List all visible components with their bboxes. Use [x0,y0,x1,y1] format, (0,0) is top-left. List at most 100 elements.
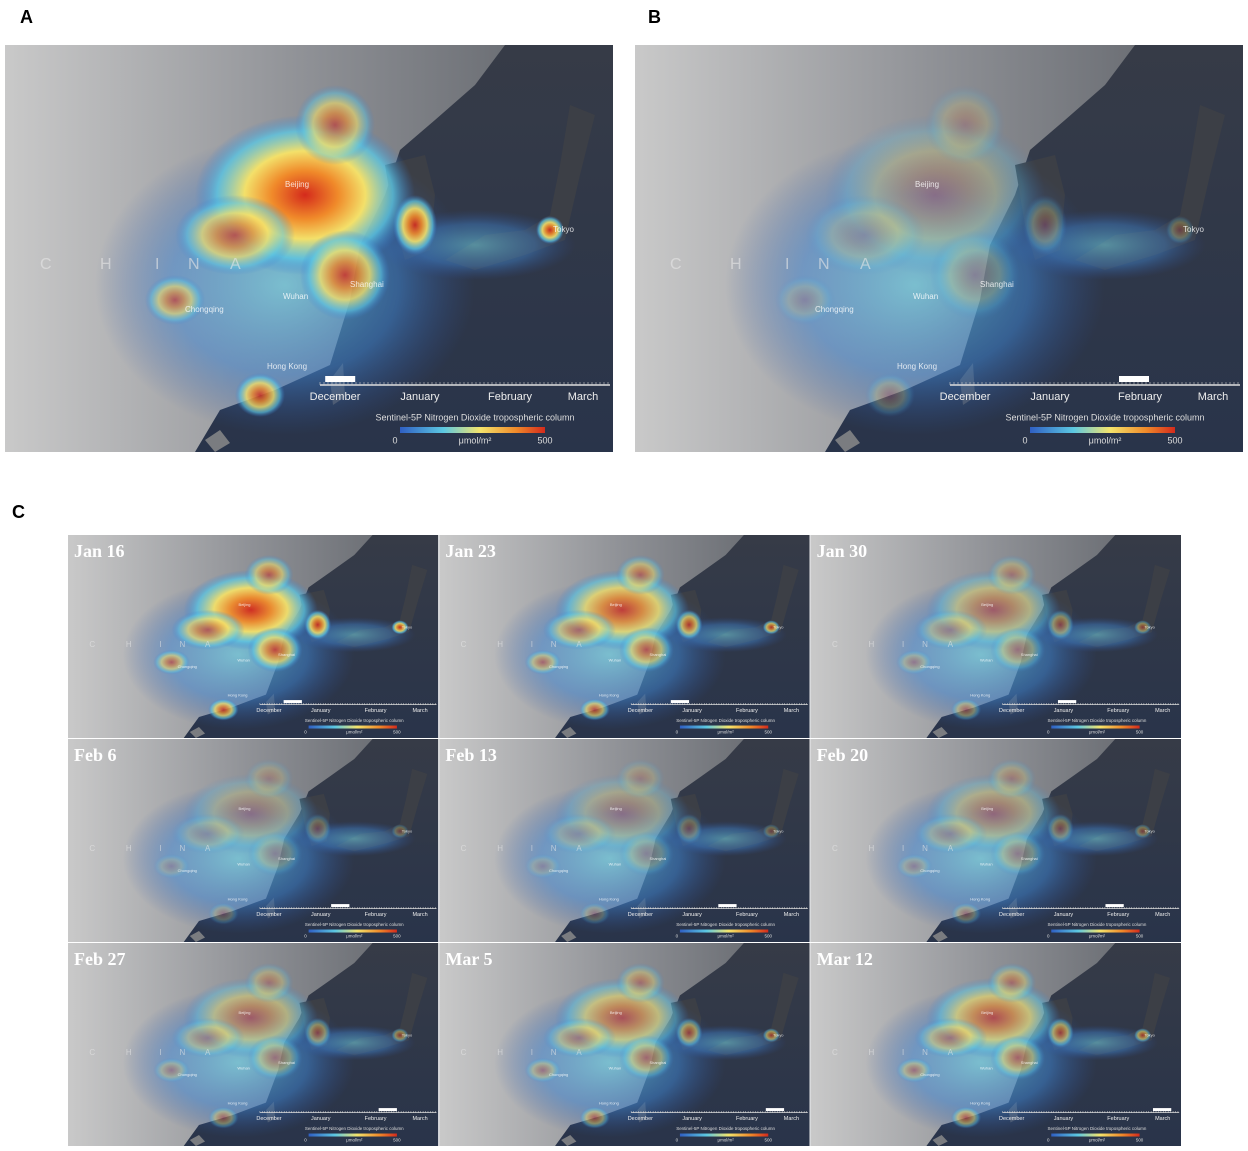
city-label: Beijing [981,806,993,811]
city-label: Tokyo [402,624,413,629]
date-label: Mar 5 [445,949,492,969]
legend-unit: μmol/m² [346,1138,363,1143]
no2-hotspot [675,1017,703,1048]
time-slider [718,904,737,908]
hainan [189,931,206,942]
no2-hotspot [914,1017,988,1058]
city-label: Chongqing [549,664,568,669]
timeline-label: February [736,912,758,918]
date-label: Jan 16 [74,541,125,561]
country-letter: I [902,844,904,853]
timeline-label: December [999,912,1024,918]
city-label: Beijing [610,1010,622,1015]
city-label: Beijing [239,602,251,607]
hainan [561,931,577,942]
no2-hotspot [615,554,665,595]
panel-label: B [648,7,661,27]
no2-hotspot [208,1106,239,1129]
no2-hotspot [762,620,780,635]
city-label: Hong Kong [970,1101,990,1106]
country-letter: I [155,256,159,273]
city-label: Shanghai [350,280,384,289]
map: C H I N A Beijing Shanghai Wuhan Chongqing Hong K… [439,535,810,738]
legend-min: 0 [676,934,679,939]
no2-hotspot [615,758,665,799]
legend-min: 0 [676,1138,679,1143]
timeline-label: December [628,1116,653,1122]
no2-hotspot [675,609,703,640]
map-shapes [439,739,810,942]
no2-hotspot [914,813,988,854]
timeline-label: March [1155,1116,1170,1122]
legend-unit: μmol/m² [459,435,492,445]
no2-hotspot [171,609,245,650]
date-label: Feb 20 [817,745,869,765]
no2-hotspot [990,831,1046,877]
panel-label: A [20,7,33,27]
colorbar [308,1133,397,1137]
map-shapes [810,739,1181,942]
country-letter: N [551,1048,557,1057]
country-letter: N [922,844,928,853]
no2-hotspot [153,853,190,879]
no2-hotspot [208,902,239,925]
timeline-label: February [1107,1116,1129,1122]
legend-max: 500 [393,730,401,735]
city-label: Chongqing [178,1072,197,1077]
date-label: Feb 6 [74,745,117,765]
colorbar [679,929,769,933]
city-label: Hong Kong [228,693,248,698]
timeline-label: March [1198,391,1229,403]
country-letter: A [948,1048,954,1057]
legend-title: Sentinel-5P Nitrogen Dioxide tropospheri… [1048,1126,1147,1131]
country-letter: N [922,1048,928,1057]
timeline-label: February [365,708,387,714]
no2-hotspot [1166,216,1194,244]
country-letter: I [531,1048,533,1057]
timeline-label: March [784,1116,799,1122]
legend-title: Sentinel-5P Nitrogen Dioxide tropospheri… [1048,718,1147,723]
legend-min: 0 [304,730,307,735]
no2-hotspot [762,824,780,839]
timeline-label: March [784,708,799,714]
timeline-label: February [488,391,533,403]
no2-hotspot [175,195,295,275]
no2-hotspot [244,962,294,1003]
panel-label: C [12,502,25,522]
legend-max: 500 [765,730,773,735]
legend-title: Sentinel-5P Nitrogen Dioxide tropospheri… [676,718,775,723]
no2-hotspot [950,902,982,925]
country-letter: H [497,844,503,853]
city-label: Hong Kong [228,1101,248,1106]
no2-hotspot [304,1017,332,1048]
country-letter: C [832,1048,838,1057]
country-letter: I [531,844,533,853]
city-label: Wuhan [283,292,308,301]
city-label: Hong Kong [599,897,619,902]
legend-max: 500 [1136,730,1144,735]
city-label: Hong Kong [970,897,990,902]
map: C H I N A Beijing Shanghai Wuhan Chongqing Hong K… [439,739,810,942]
no2-hotspot [171,1017,245,1058]
no2-hotspot [619,627,674,673]
map: C H I N A Beijing Shanghai Wuhan Chongqing Hong K… [68,739,439,942]
city-label: Chongqing [920,664,939,669]
timeline-label: February [365,1116,387,1122]
city-label: Wuhan [237,1066,250,1071]
hainan [932,727,948,738]
legend-min: 0 [1022,435,1027,445]
date-label: Feb 27 [74,949,126,969]
city-label: Hong Kong [897,362,937,371]
no2-hotspot [930,230,1020,320]
map: C H I N A Beijing Shanghai Wuhan Chongqing Hong K… [810,943,1181,1146]
legend-title: Sentinel-5P Nitrogen Dioxide tropospheri… [305,922,404,927]
legend-max: 500 [1136,1138,1144,1143]
country-letter: H [126,844,132,853]
country-letter: C [89,1048,95,1057]
colorbar [679,725,769,729]
colorbar [308,929,397,933]
hainan [205,430,230,452]
city-label: Tokyo [402,828,413,833]
city-label: Hong Kong [228,897,248,902]
